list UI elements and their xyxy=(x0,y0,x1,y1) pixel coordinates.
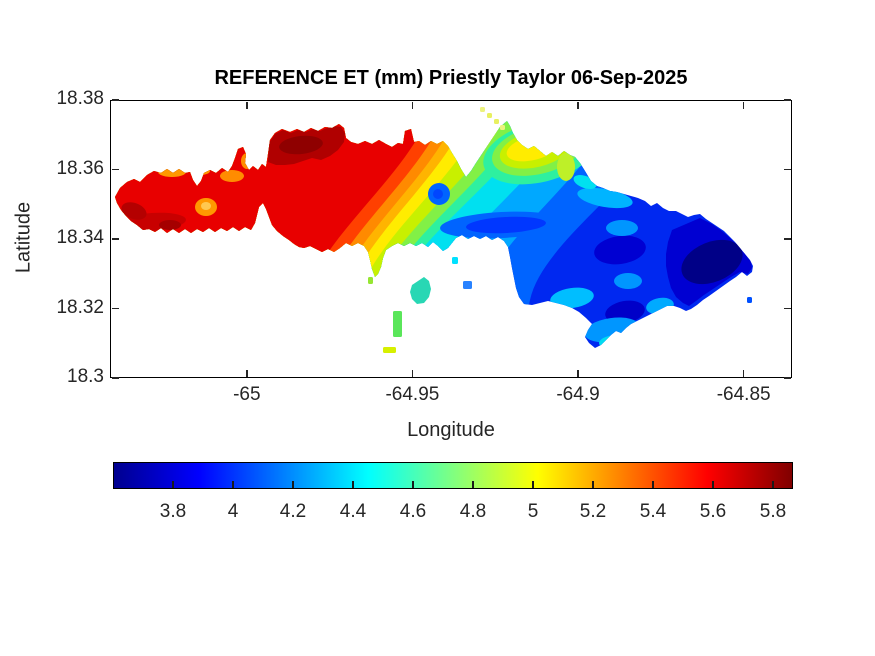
colorbar-tick-mark xyxy=(472,481,474,488)
colorbar-tick-label: 4.4 xyxy=(339,501,367,522)
colorbar-tick-mark xyxy=(172,481,174,488)
x-tick-mark-top xyxy=(577,101,579,109)
y-tick-label: 18.3 xyxy=(67,366,104,387)
islet-fragments xyxy=(367,106,752,353)
y-tick-label: 18.38 xyxy=(56,88,104,109)
x-tick-mark xyxy=(577,369,579,377)
y-tick-mark-right xyxy=(783,377,791,379)
contour-map xyxy=(114,106,753,353)
colorbar-tick-mark xyxy=(652,481,654,488)
x-tick-label: -64.95 xyxy=(385,384,440,405)
x-axis-label: Longitude xyxy=(407,419,495,441)
colorbar-tick-mark xyxy=(292,481,294,488)
x-tick-mark-top xyxy=(742,101,745,109)
x-tick-mark xyxy=(246,369,248,377)
colorbar-tick-label: 4.6 xyxy=(399,501,427,522)
y-tick-mark-right xyxy=(783,99,791,101)
colorbar-tick-label: 4.8 xyxy=(459,501,487,522)
y-tick-label: 18.34 xyxy=(56,227,104,248)
colorbar-tick-label: 4.2 xyxy=(279,501,307,522)
colorbar-tick-label: 5.4 xyxy=(639,501,667,522)
x-tick-mark xyxy=(742,369,745,377)
y-tick-mark xyxy=(111,238,119,240)
colorbar-tick-mark xyxy=(412,481,414,488)
plot-area xyxy=(110,100,792,378)
y-tick-mark-right xyxy=(783,168,791,171)
y-tick-label: 18.32 xyxy=(56,296,104,318)
colorbar-tick-mark xyxy=(532,481,534,488)
x-tick-mark-top xyxy=(411,101,414,109)
y-tick-mark-right xyxy=(783,307,791,310)
colorbar-tick-mark xyxy=(772,481,774,488)
y-axis-label: Latitude xyxy=(12,201,35,274)
x-tick-label: -64.85 xyxy=(716,384,771,405)
colorbar-tick-label: 3.8 xyxy=(159,501,187,522)
y-tick-mark-right xyxy=(783,238,791,240)
colorbar-tick-label: 5 xyxy=(527,501,539,522)
y-tick-label: 18.36 xyxy=(56,157,104,179)
x-tick-mark-top xyxy=(246,101,248,109)
x-tick-label: -65 xyxy=(233,384,261,405)
chart-title: REFERENCE ET (mm) Priestly Taylor 06-Sep… xyxy=(214,67,688,89)
colorbar-tick-mark xyxy=(232,481,234,488)
colorbar-tick-mark xyxy=(712,481,714,488)
colorbar-tick-mark xyxy=(352,481,354,488)
y-tick-mark xyxy=(111,99,119,101)
colorbar-tick-label: 5.8 xyxy=(759,501,787,522)
island-contours xyxy=(114,120,753,348)
colorbar-tick-mark xyxy=(592,481,594,488)
x-tick-label: -64.9 xyxy=(556,384,600,405)
y-tick-mark xyxy=(111,377,119,379)
x-tick-mark xyxy=(411,369,414,377)
y-tick-mark xyxy=(111,307,119,310)
colorbar-tick-label: 5.2 xyxy=(579,501,607,522)
colorbar-tick-label: 4 xyxy=(227,501,239,522)
colorbar xyxy=(113,462,793,489)
colorbar-tick-label: 5.6 xyxy=(699,501,727,522)
y-tick-mark xyxy=(111,168,119,171)
